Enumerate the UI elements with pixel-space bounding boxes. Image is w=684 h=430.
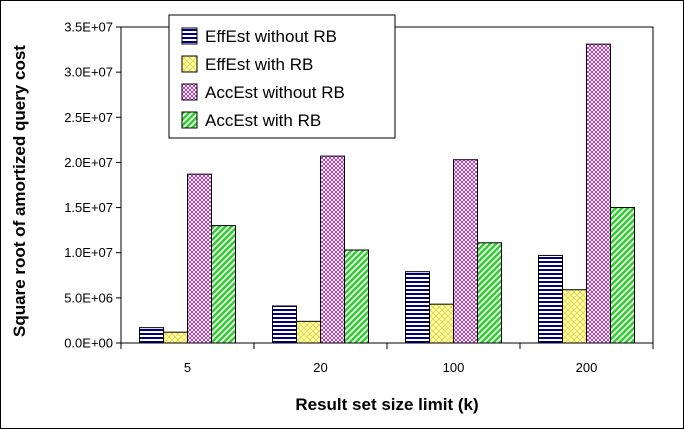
y-tick-label: 5.0E+06 bbox=[64, 290, 113, 305]
y-tick-label: 1.0E+07 bbox=[64, 245, 113, 260]
bar bbox=[610, 207, 635, 344]
legend-box bbox=[168, 14, 396, 139]
x-tick-label: 20 bbox=[313, 360, 327, 375]
x-tick-label: 100 bbox=[443, 360, 465, 375]
bar bbox=[453, 159, 478, 344]
x-axis-label: Result set size limit (k) bbox=[295, 395, 478, 414]
bar bbox=[296, 320, 321, 344]
legend-label: EffEst without RB bbox=[205, 27, 337, 46]
legend: EffEst without RB EffEst with RB AccEst wi… bbox=[168, 14, 396, 139]
y-tick-label: 2.5E+07 bbox=[64, 110, 113, 125]
legend-swatch bbox=[181, 111, 198, 129]
y-tick-label: 3.0E+07 bbox=[64, 65, 113, 80]
legend-swatch bbox=[181, 27, 198, 45]
legend-label: AccEst with RB bbox=[205, 111, 321, 130]
y-tick-label: 0.0E+00 bbox=[64, 336, 113, 351]
bar bbox=[211, 225, 236, 344]
bar bbox=[139, 327, 164, 344]
bar bbox=[538, 254, 563, 344]
bar bbox=[562, 289, 587, 344]
y-axis-label: Square root of amortized query cost bbox=[10, 45, 29, 337]
bar bbox=[344, 249, 369, 344]
bar bbox=[429, 303, 454, 344]
bar bbox=[477, 242, 502, 344]
legend-label: EffEst with RB bbox=[205, 55, 313, 74]
x-tick-label: 200 bbox=[576, 360, 598, 375]
bar bbox=[586, 43, 611, 344]
bar bbox=[405, 271, 430, 344]
y-tick-label: 2.0E+07 bbox=[64, 155, 113, 170]
bar bbox=[163, 331, 188, 344]
bar bbox=[320, 155, 345, 344]
y-tick-label: 1.5E+07 bbox=[64, 200, 113, 215]
legend-label: AccEst without RB bbox=[205, 83, 345, 102]
legend-swatch bbox=[181, 55, 198, 73]
bar bbox=[187, 173, 212, 344]
y-tick-label: 3.5E+07 bbox=[64, 20, 113, 35]
legend-swatch bbox=[181, 83, 198, 101]
x-tick-label: 5 bbox=[184, 360, 191, 375]
bar bbox=[272, 305, 297, 344]
